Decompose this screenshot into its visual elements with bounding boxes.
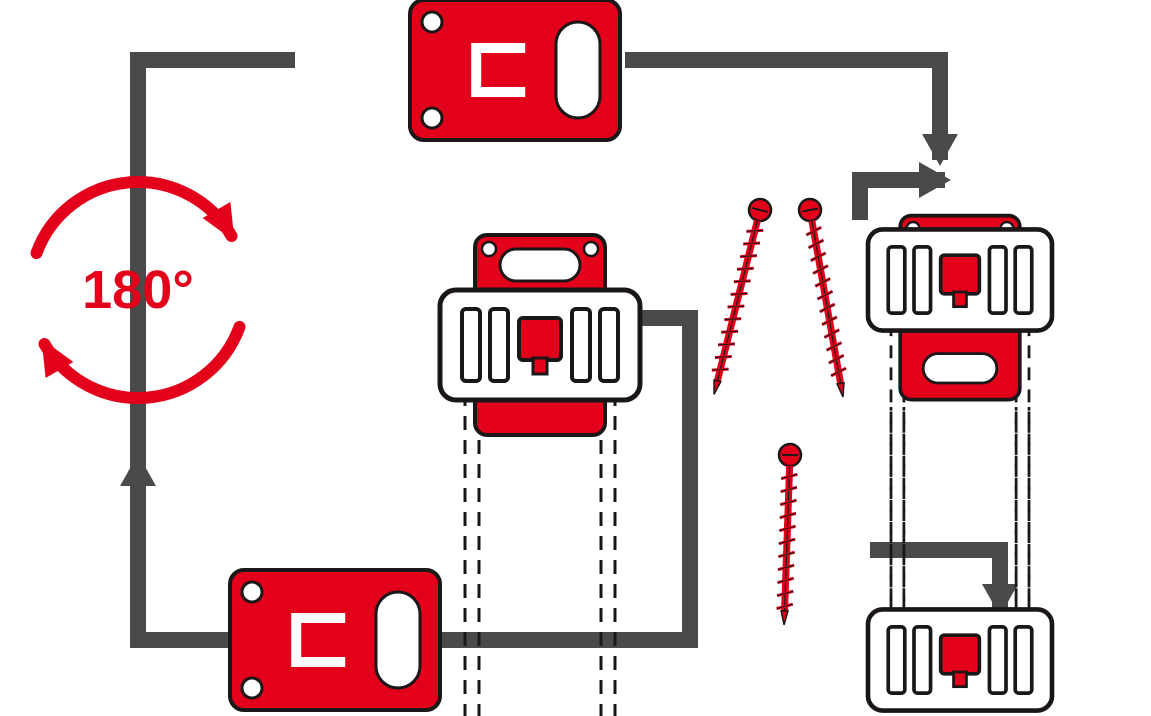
diagram-svg	[0, 0, 1151, 716]
assembly-diagram: 180°	[0, 0, 1151, 716]
rotation-label: 180°	[82, 259, 194, 321]
